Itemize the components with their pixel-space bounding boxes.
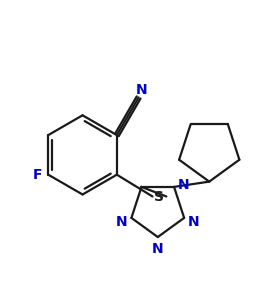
Text: N: N (188, 215, 200, 229)
Text: S: S (155, 190, 164, 204)
Text: F: F (33, 168, 42, 182)
Text: N: N (178, 178, 190, 192)
Text: N: N (152, 242, 164, 256)
Text: N: N (135, 83, 147, 97)
Text: N: N (116, 215, 127, 229)
